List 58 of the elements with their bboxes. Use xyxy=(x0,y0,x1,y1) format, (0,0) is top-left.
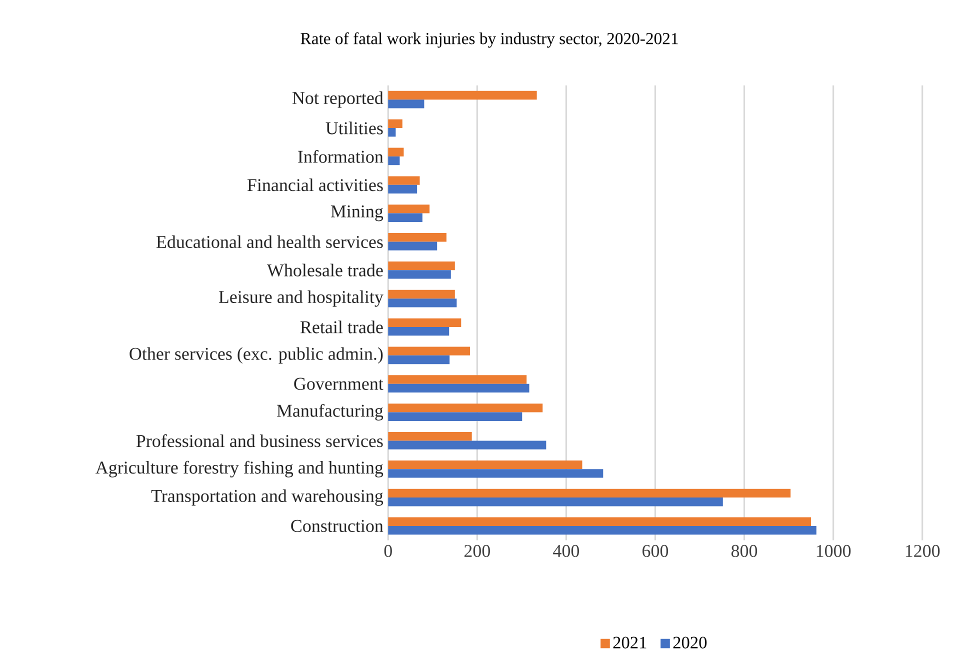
bar xyxy=(388,375,527,384)
bar xyxy=(388,233,446,242)
y-tick-label: Educational and health services xyxy=(156,236,383,248)
bar xyxy=(388,204,430,214)
bar xyxy=(388,412,522,422)
bar xyxy=(388,176,420,186)
bar xyxy=(388,290,455,299)
bar xyxy=(388,262,455,270)
y-tick-label: Agriculture forestry fishing and hunting xyxy=(96,461,384,478)
bar xyxy=(388,489,791,498)
y-tick-label: Not reported xyxy=(292,92,384,108)
legend-label: 2021 xyxy=(613,636,646,649)
bar xyxy=(388,213,422,222)
y-tick-label: Utilities xyxy=(326,122,383,135)
x-tick-label: 200 xyxy=(464,545,490,558)
y-tick-label: Government xyxy=(294,378,384,390)
y-tick-label: Leisure and hospitality xyxy=(218,290,384,307)
bar xyxy=(388,356,450,364)
y-tick-label: Retail trade xyxy=(300,320,383,334)
bar xyxy=(388,298,457,308)
x-tick-label: 600 xyxy=(642,545,668,558)
bar xyxy=(388,440,546,450)
x-tick-label: 400 xyxy=(553,545,580,558)
chart-title: Rate of fatal work injuries by industry sector, 2020-2021 xyxy=(300,32,678,48)
bar xyxy=(388,460,582,470)
bar xyxy=(388,91,537,100)
bar xyxy=(388,242,438,251)
bar xyxy=(388,185,418,194)
y-tick-label: Wholesale trade xyxy=(266,264,383,277)
bar xyxy=(388,128,396,137)
bar xyxy=(388,270,451,279)
y-tick-label: Construction xyxy=(291,520,384,532)
x-tick-label: 1000 xyxy=(816,545,851,558)
x-tick-label: 0 xyxy=(384,545,392,558)
bar xyxy=(388,327,450,336)
bar xyxy=(388,318,462,328)
y-tick-label: Manufacturing xyxy=(276,404,384,421)
bar xyxy=(388,148,404,157)
bar xyxy=(388,518,812,526)
bar xyxy=(388,526,816,535)
bar xyxy=(388,432,472,441)
bar xyxy=(388,156,400,166)
bar xyxy=(388,404,543,412)
bar xyxy=(388,469,604,478)
y-tick-label: Mining xyxy=(330,206,384,222)
legend-label: 2020 xyxy=(673,636,707,649)
y-tick-label: Information xyxy=(298,150,384,164)
x-tick-label: 1200 xyxy=(906,545,940,558)
x-tick-label: 800 xyxy=(731,545,758,558)
y-tick-label: Transportation and warehousing xyxy=(151,490,384,506)
bar xyxy=(388,384,530,393)
y-tick-label: Other services (exc. public admin.) xyxy=(130,347,383,364)
bar xyxy=(388,100,424,108)
bar xyxy=(388,498,723,506)
y-tick-label: Financial activities xyxy=(247,178,383,192)
y-tick-label: Professional and business services xyxy=(136,434,383,448)
bar xyxy=(388,120,402,128)
bar xyxy=(388,346,470,356)
